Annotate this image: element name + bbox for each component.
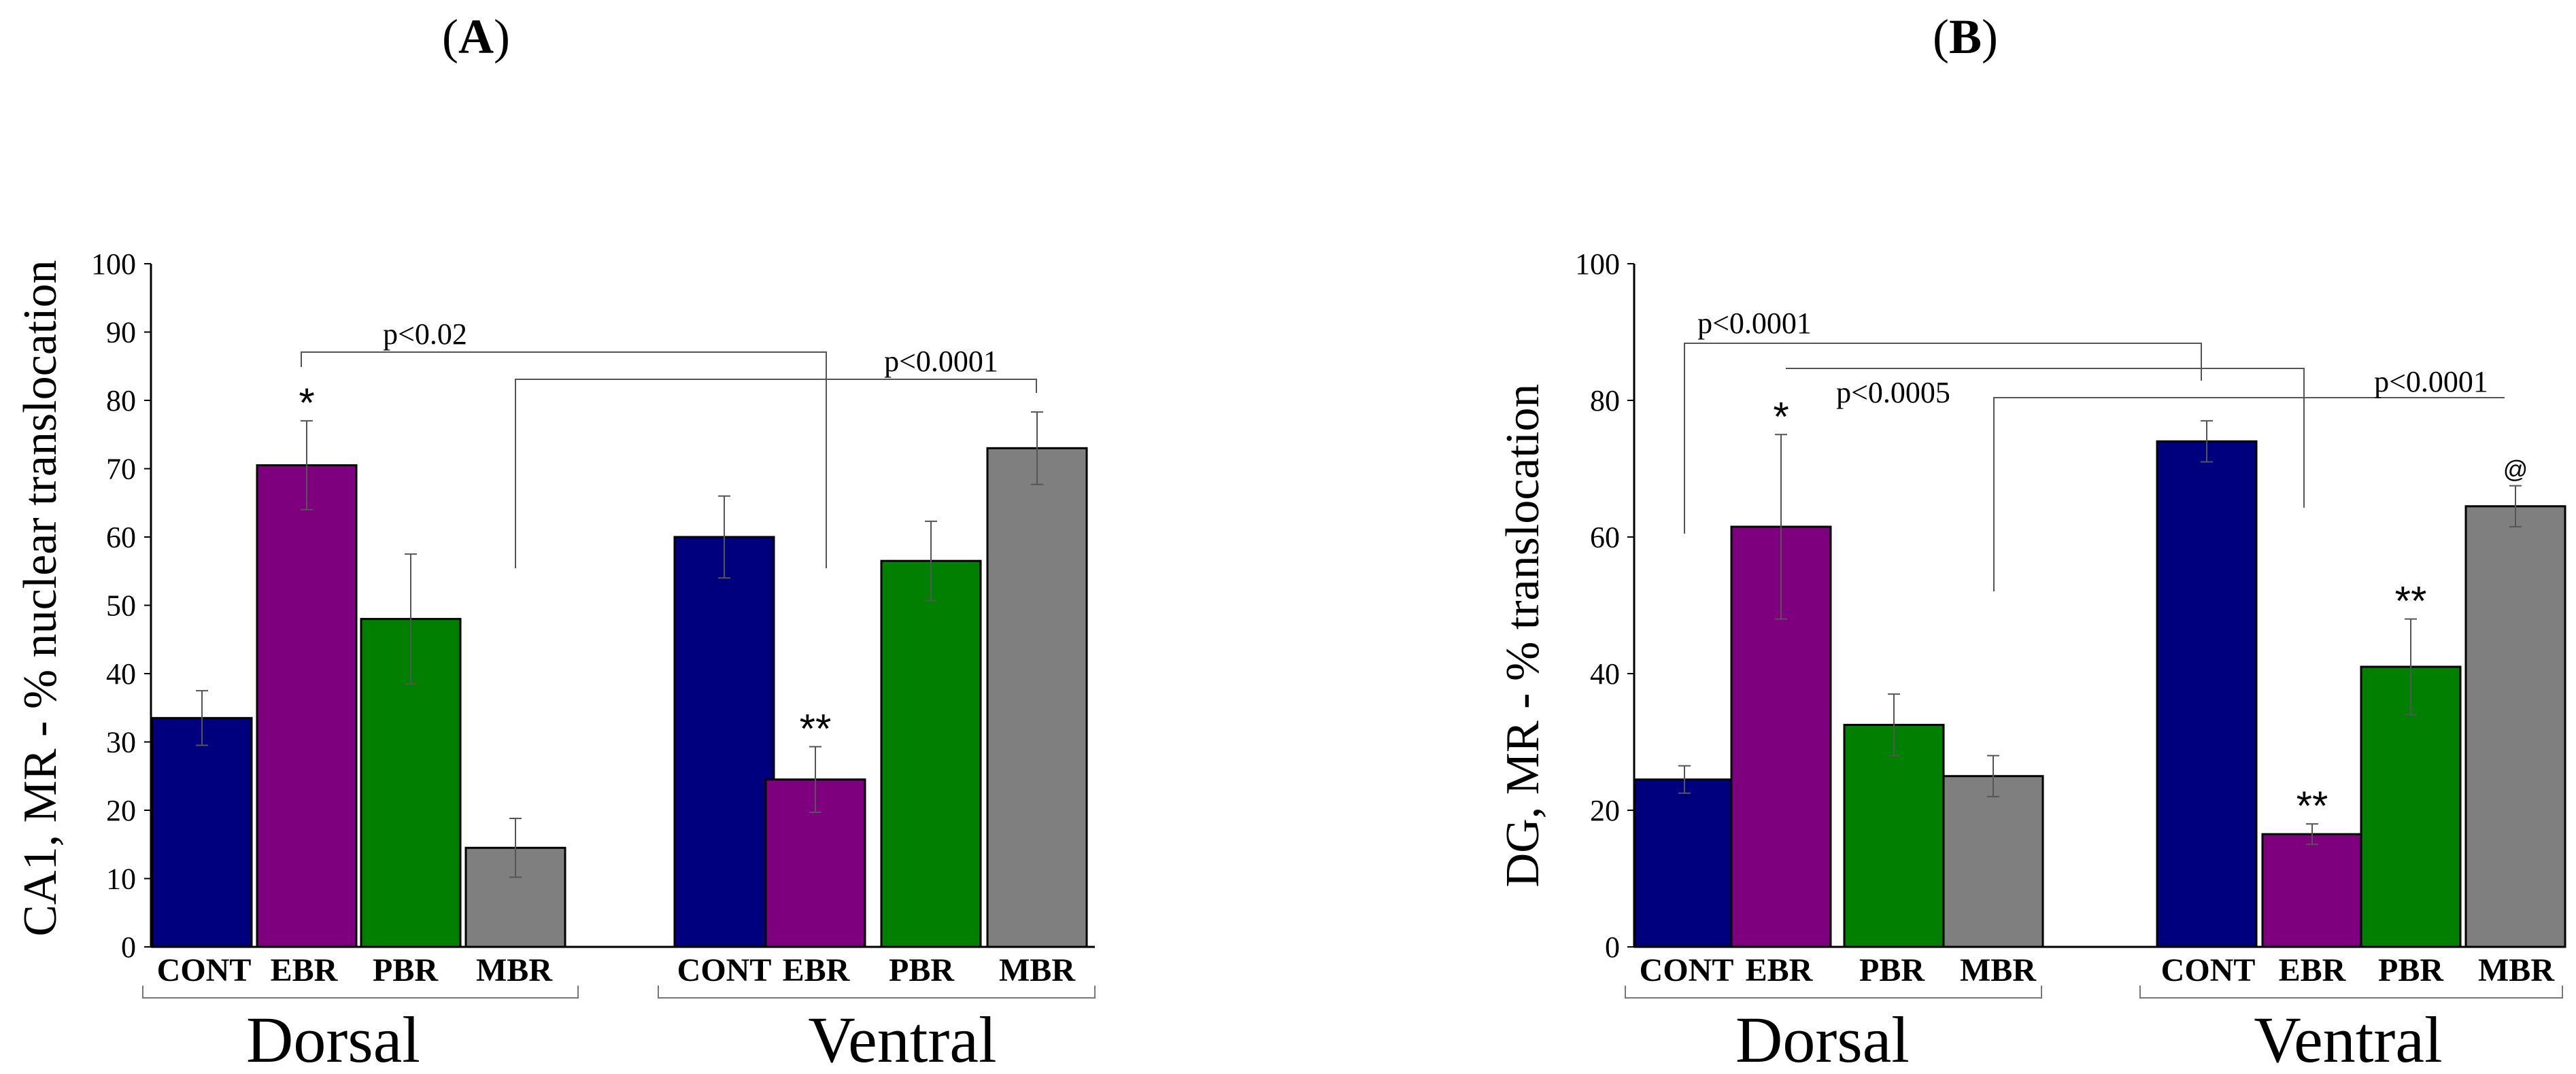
y-tick-label: 40 (1590, 657, 1620, 691)
panel-b: (B) DG, MR - % translocation 0 20 40 60 80 10… (1497, 10, 2566, 1074)
group-brace (142, 986, 579, 999)
significance-bracket (1786, 368, 2305, 508)
group-label: Ventral (2254, 1003, 2442, 1074)
group-brace (658, 986, 1096, 999)
group-brace (1625, 986, 2042, 999)
category-label: MBR (999, 952, 1076, 988)
significance-marker: ** (2297, 783, 2328, 829)
category-label: CONT (1640, 952, 1734, 988)
y-tick-label: 100 (1575, 247, 1620, 281)
p-value-label: p<0.0001 (1697, 307, 1812, 340)
significance-bracket (1993, 397, 2304, 591)
y-tick-label: 60 (106, 521, 136, 554)
panel-b-y-axis-label: DG, MR - % translocation (1497, 384, 1549, 888)
category-label: PBR (2378, 952, 2444, 988)
bar-ventral-ebr (2261, 833, 2363, 948)
significance-bracket (1993, 397, 2505, 591)
category-label: CONT (677, 952, 772, 988)
category-label: EBR (783, 952, 851, 988)
bar-dorsal-cont (1633, 778, 1735, 948)
group-label: Dorsal (1735, 1003, 1910, 1074)
bar-ventral-cont (2156, 440, 2258, 948)
group-label: Ventral (808, 1003, 996, 1074)
category-label: EBR (1746, 952, 1814, 988)
category-label: MBR (476, 952, 553, 988)
y-tick-label: 50 (106, 589, 136, 623)
panel-a-label: (A) (442, 10, 510, 64)
bar-dorsal-pbr (1843, 723, 1945, 948)
significance-bracket (301, 351, 827, 568)
y-tick-label: 100 (91, 247, 136, 281)
group-label: Dorsal (246, 1003, 420, 1074)
panel-a-y-axis-label: CA1, MR - % nuclear translocation (14, 260, 67, 936)
panel-b-brackets: p<0.0001 p<0.0005 p<0.0001 (1684, 307, 2505, 591)
y-tick-label: 70 (106, 453, 136, 486)
bar-dorsal-mbr (1942, 775, 2044, 948)
y-tick-label: 20 (106, 794, 136, 827)
y-tick-label: 30 (106, 726, 136, 759)
category-label: PBR (889, 952, 955, 988)
significance-marker: @ (2503, 455, 2528, 483)
panel-b-bars: *****@ (1633, 394, 2566, 948)
bar-dorsal-ebr (256, 464, 358, 948)
category-label: MBR (1960, 952, 2037, 988)
panel-a-brackets: p<0.02 p<0.0001 (301, 317, 1037, 568)
category-label: MBR (2478, 952, 2555, 988)
bar-dorsal-cont (151, 716, 253, 948)
bar-ventral-pbr (880, 559, 982, 948)
category-label: CONT (157, 952, 252, 988)
y-tick-label: 90 (106, 316, 136, 349)
p-value-label: p<0.0001 (2374, 365, 2488, 398)
significance-marker: * (299, 380, 314, 426)
significance-bracket (515, 379, 1037, 568)
category-label: CONT (2161, 952, 2256, 988)
significance-marker: * (1773, 394, 1789, 439)
bar-ventral-cont (673, 536, 775, 948)
y-tick-label: 10 (106, 863, 136, 896)
bar-ventral-mbr (2464, 505, 2566, 948)
significance-marker: ** (800, 706, 832, 752)
panel-a: (A) CA1, MR - % nuclear translocation 0 1… (14, 10, 1096, 1074)
panel-a-bars: *** (151, 380, 1088, 948)
y-tick-label: 60 (1590, 521, 1620, 554)
y-tick-label: 20 (1590, 794, 1620, 827)
p-value-label: p<0.0001 (884, 345, 998, 378)
y-tick-label: 40 (106, 657, 136, 691)
y-tick-label: 0 (1605, 931, 1620, 964)
category-label: EBR (271, 952, 339, 988)
significance-marker: ** (2395, 578, 2427, 624)
p-value-label: p<0.02 (383, 317, 467, 351)
panel-b-label: (B) (1933, 10, 1998, 64)
category-label: EBR (2279, 952, 2347, 988)
y-tick-label: 80 (106, 384, 136, 417)
category-label: PBR (373, 952, 439, 988)
p-value-label: p<0.0005 (1836, 376, 1950, 409)
group-brace (2139, 986, 2563, 999)
bar-ventral-mbr (986, 447, 1088, 948)
significance-bracket (1684, 343, 2202, 534)
y-tick-label: 0 (121, 931, 136, 964)
category-label: PBR (1859, 952, 1925, 988)
y-tick-label: 80 (1590, 384, 1620, 417)
